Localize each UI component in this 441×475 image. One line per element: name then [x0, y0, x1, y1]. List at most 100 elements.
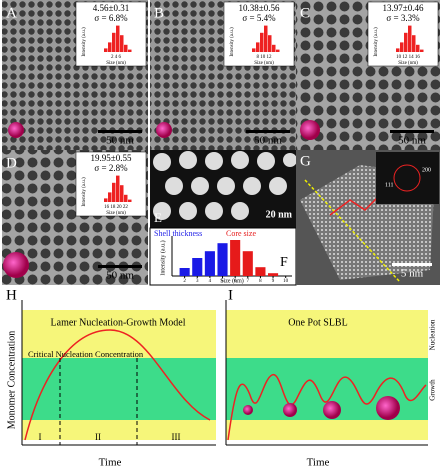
- inset-bar: [272, 44, 276, 52]
- inset-x-label: Size (nm): [254, 61, 274, 66]
- inset-x-label: Size (nm): [398, 61, 418, 66]
- bar: [268, 273, 279, 276]
- bar: [255, 267, 266, 276]
- curve: [227, 374, 427, 441]
- boundary: [304, 179, 401, 283]
- scale-bar: [98, 265, 142, 268]
- inset-bar: [420, 49, 424, 52]
- bar: [204, 251, 215, 276]
- inset-bar: [256, 42, 260, 52]
- scale-label: 50 nm: [254, 135, 282, 147]
- threshold-label: Critical Nucleation Concentration: [28, 349, 144, 359]
- inset-y-label: Intensity (a.u.): [230, 27, 235, 57]
- x-tick-label: 5: [221, 279, 224, 284]
- inset-bar: [276, 49, 280, 52]
- inset-y-label: Intensity (a.u.): [82, 27, 87, 57]
- stage-label: I: [39, 432, 42, 442]
- inset-bar: [120, 35, 124, 52]
- inset-bar: [396, 48, 400, 52]
- inset-bar: [120, 185, 124, 202]
- inset: [367, 1, 439, 67]
- scale-label: 50 nm: [106, 135, 134, 147]
- panel-label: G: [300, 153, 311, 169]
- fft-label: 111: [385, 182, 394, 188]
- scale-bar: [392, 263, 432, 266]
- inset: [75, 151, 147, 217]
- bar: [242, 251, 253, 276]
- x-tick-label: 8: [259, 279, 262, 284]
- inset: [75, 1, 147, 67]
- stage-label: II: [95, 432, 101, 442]
- panel-label: I: [228, 287, 233, 303]
- panel-title: Lamer Nucleation-Growth Model: [51, 317, 186, 328]
- inset-sigma: σ = 2.8%: [94, 163, 128, 173]
- inset-bar: [116, 25, 120, 52]
- panel-label: D: [6, 155, 17, 171]
- inset-bar: [128, 199, 132, 202]
- fft-label: 200: [422, 167, 431, 173]
- panel-label: B: [154, 5, 164, 21]
- inset-mean: 4.56±0.31: [93, 3, 129, 13]
- inset-bar: [104, 198, 108, 202]
- inset-bar: [252, 48, 256, 52]
- inset-bar: [416, 44, 420, 52]
- particle-icon: [156, 122, 172, 138]
- inset-bar: [108, 42, 112, 52]
- inset-ticks: 2 4 6: [111, 55, 122, 60]
- fft-inset: [376, 152, 439, 204]
- panel-label: F: [280, 255, 288, 270]
- zone-label: Growth: [429, 379, 437, 401]
- panel-label: H: [6, 287, 17, 303]
- inset-x-label: Size (nm): [106, 61, 126, 66]
- inset-bar: [112, 32, 116, 52]
- inset-ticks: 8 10 12: [257, 55, 273, 60]
- inset-bar: [108, 192, 112, 202]
- inset-sigma: σ = 5.4%: [242, 13, 276, 23]
- inset: [223, 1, 295, 67]
- inset-bar: [408, 25, 412, 52]
- inset-bar: [400, 42, 404, 52]
- legend-label: Shell thickness: [154, 229, 202, 238]
- inset-bar: [268, 35, 272, 52]
- bar: [179, 268, 190, 276]
- stage-label: III: [172, 432, 181, 442]
- inset-mean: 10.38±0.56: [239, 3, 280, 13]
- x-axis-label: Time: [307, 457, 330, 469]
- inset-y-label: Intensity (a.u.): [82, 177, 87, 207]
- inset-mean: 19.95±0.55: [91, 153, 132, 163]
- inset-bar: [116, 175, 120, 202]
- zone: [22, 420, 216, 440]
- inset-ticks: 16 18 20 22: [104, 205, 128, 210]
- scale-label: 50 nm: [106, 270, 134, 282]
- inset-x-label: Size (nm): [106, 211, 126, 216]
- inset-bar: [112, 182, 116, 202]
- zone: [22, 358, 216, 420]
- bar: [230, 240, 241, 276]
- scale-bar: [390, 130, 434, 133]
- panel-label: A: [6, 5, 17, 21]
- particle-icon: [3, 252, 29, 278]
- inset-bar: [264, 25, 268, 52]
- scale-bar: [246, 130, 290, 133]
- x-tick-label: 2: [183, 279, 186, 284]
- particle-icon: [300, 120, 320, 140]
- x-tick-label: 4: [209, 279, 212, 284]
- x-tick-label: 7: [247, 279, 250, 284]
- scale-label: 5 nm: [401, 268, 424, 280]
- inset-bar: [404, 32, 408, 52]
- x-tick-label: 6: [234, 279, 237, 284]
- inset-bar: [128, 49, 132, 52]
- legend-label: Core size: [226, 229, 256, 238]
- scale-label: 50 nm: [398, 135, 426, 147]
- inset-sigma: σ = 3.3%: [386, 13, 420, 23]
- x-axis-label: Size (nm): [220, 277, 244, 284]
- inset-bar: [412, 35, 416, 52]
- y-axis-label: Monomer Concentration: [6, 331, 17, 430]
- particle-series: [243, 396, 400, 420]
- zone: [22, 310, 216, 358]
- inset-mean: 13.97±0.46: [383, 3, 424, 13]
- x-axis-label: Time: [99, 457, 122, 469]
- dividers: [59, 358, 138, 445]
- inset-bar: [124, 44, 128, 52]
